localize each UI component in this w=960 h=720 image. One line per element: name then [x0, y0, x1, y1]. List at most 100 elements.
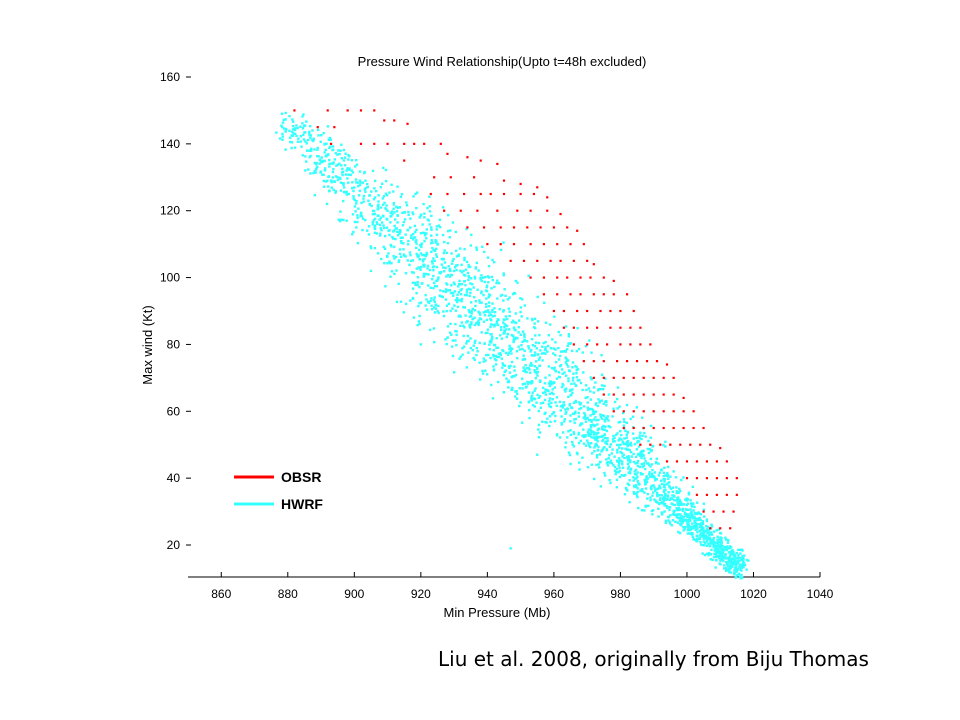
hwrf-point [560, 423, 563, 426]
hwrf-point [686, 513, 690, 516]
hwrf-point [465, 227, 468, 231]
hwrf-point [641, 465, 644, 469]
hwrf-point [469, 337, 472, 340]
hwrf-point [418, 322, 421, 326]
obsr-point [602, 393, 605, 396]
hwrf-point [506, 353, 510, 356]
hwrf-point [416, 276, 420, 279]
hwrf-point [609, 459, 613, 462]
hwrf-point [387, 229, 390, 233]
hwrf-point [413, 281, 417, 285]
hwrf-point [584, 345, 588, 348]
hwrf-point [415, 228, 418, 232]
hwrf-point [653, 471, 657, 474]
hwrf-point [517, 319, 521, 322]
hwrf-point [309, 172, 312, 175]
hwrf-point [443, 261, 447, 264]
hwrf-point [523, 357, 526, 361]
hwrf-point [718, 545, 722, 549]
hwrf-point [478, 378, 482, 381]
hwrf-point [569, 429, 572, 432]
hwrf-point [542, 351, 545, 355]
hwrf-point [634, 462, 637, 465]
y-tick-label: 160 [160, 70, 180, 84]
hwrf-point [636, 464, 639, 468]
hwrf-point [541, 420, 544, 423]
hwrf-point [671, 518, 675, 522]
hwrf-point [623, 493, 627, 496]
hwrf-point [506, 332, 510, 336]
obsr-point [479, 159, 482, 162]
hwrf-point [635, 485, 638, 488]
hwrf-point [312, 171, 315, 175]
obsr-point [586, 326, 589, 329]
hwrf-point [400, 192, 404, 196]
obsr-point [609, 309, 612, 313]
hwrf-point [663, 498, 666, 501]
hwrf-point [425, 237, 428, 240]
hwrf-point [479, 276, 482, 280]
hwrf-point [611, 437, 615, 441]
hwrf-point [422, 253, 426, 257]
hwrf-point [583, 411, 586, 415]
hwrf-point [346, 167, 349, 170]
obsr-point [393, 119, 396, 122]
hwrf-point [389, 221, 392, 224]
hwrf-point [323, 143, 326, 146]
hwrf-point [594, 416, 597, 419]
hwrf-point [383, 234, 387, 238]
hwrf-point [423, 239, 426, 243]
hwrf-point [536, 295, 539, 299]
hwrf-point [599, 387, 602, 391]
hwrf-point [500, 293, 504, 297]
hwrf-point [404, 233, 407, 236]
hwrf-point [477, 269, 480, 272]
hwrf-point [613, 455, 616, 458]
hwrf-point [727, 559, 731, 562]
obsr-point [479, 192, 482, 196]
hwrf-point [313, 193, 317, 197]
hwrf-point [382, 166, 385, 170]
hwrf-point [366, 185, 370, 189]
hwrf-point [531, 391, 534, 394]
hwrf-point [469, 288, 472, 291]
hwrf-point [737, 556, 740, 559]
hwrf-point [643, 481, 647, 484]
obsr-point [316, 126, 319, 129]
hwrf-point [456, 293, 459, 297]
hwrf-point [621, 447, 624, 450]
hwrf-point [291, 128, 295, 131]
hwrf-point [567, 342, 570, 345]
hwrf-point [676, 501, 679, 504]
hwrf-point [616, 451, 619, 454]
hwrf-point [456, 300, 459, 303]
obsr-point [433, 176, 436, 179]
hwrf-point [480, 274, 483, 277]
hwrf-point [668, 508, 671, 512]
hwrf-point [706, 531, 709, 535]
hwrf-point [706, 535, 709, 539]
hwrf-point [649, 449, 653, 453]
hwrf-point [499, 325, 503, 329]
hwrf-point [505, 317, 509, 321]
hwrf-point [654, 500, 658, 503]
obsr-point [526, 226, 529, 229]
hwrf-point [640, 437, 643, 441]
hwrf-point [673, 513, 676, 517]
hwrf-point [473, 316, 476, 319]
hwrf-point [597, 435, 601, 439]
x-tick-label: 880 [278, 587, 298, 601]
hwrf-point [396, 230, 399, 234]
hwrf-point [527, 347, 531, 350]
hwrf-point [593, 446, 596, 449]
hwrf-point [535, 401, 538, 404]
hwrf-point [649, 424, 653, 428]
hwrf-point [602, 402, 605, 406]
hwrf-point [308, 134, 311, 137]
hwrf-point [482, 311, 486, 314]
hwrf-point [608, 454, 611, 457]
hwrf-point [543, 398, 547, 402]
hwrf-point [396, 185, 399, 188]
hwrf-point [502, 373, 505, 377]
hwrf-point [719, 537, 723, 541]
